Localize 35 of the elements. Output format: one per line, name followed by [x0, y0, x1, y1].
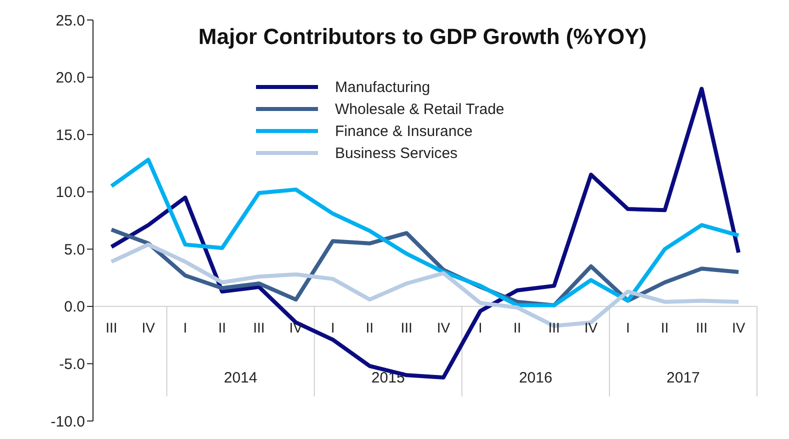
y-tick-label: 10.0 [56, 184, 85, 202]
y-tick-label: -5.0 [59, 356, 85, 374]
x-tick-label: I [330, 319, 335, 336]
x-tick-label: III [696, 319, 708, 336]
legend-label: Manufacturing [335, 78, 430, 96]
y-tick-label: 25.0 [56, 12, 85, 30]
x-tick-label: II [218, 319, 226, 336]
legend-label: Business Services [335, 144, 458, 162]
x-tick-label: IV [732, 319, 746, 336]
x-tick-label: I [183, 319, 188, 336]
y-tick-label: 5.0 [64, 241, 85, 258]
x-tick-label: IV [436, 319, 451, 336]
x-tick-label: I [626, 319, 630, 336]
x-tick-label: III [106, 319, 118, 336]
x-tick-label: IV [142, 319, 156, 336]
x-tick-label: III [548, 319, 560, 336]
x-tick-label: I [478, 319, 482, 336]
y-tick-label: 15.0 [56, 126, 85, 144]
x-tick-label: IV [584, 319, 598, 336]
x-tick-label: II [366, 319, 374, 336]
x-tick-label: III [253, 319, 265, 336]
y-tick-label: 20.0 [56, 70, 85, 87]
x-tick-label: II [513, 319, 522, 336]
y-tick-label: 0.0 [64, 298, 85, 316]
legend-label: Finance & Insurance [335, 122, 473, 140]
annotation: 2014 [224, 369, 258, 386]
legend-label: Wholesale & Retail Trade [335, 100, 504, 118]
chart-title: Major Contributors to GDP Growth (%YOY) [197, 24, 648, 50]
annotation: 2016 [518, 369, 552, 386]
x-tick-label: II [660, 319, 669, 336]
y-tick-label: -10.0 [50, 413, 85, 430]
x-tick-label: IV [289, 319, 304, 336]
annotation: 2017 [666, 369, 700, 386]
line-series [109, 158, 741, 308]
x-tick-label: III [400, 319, 412, 336]
